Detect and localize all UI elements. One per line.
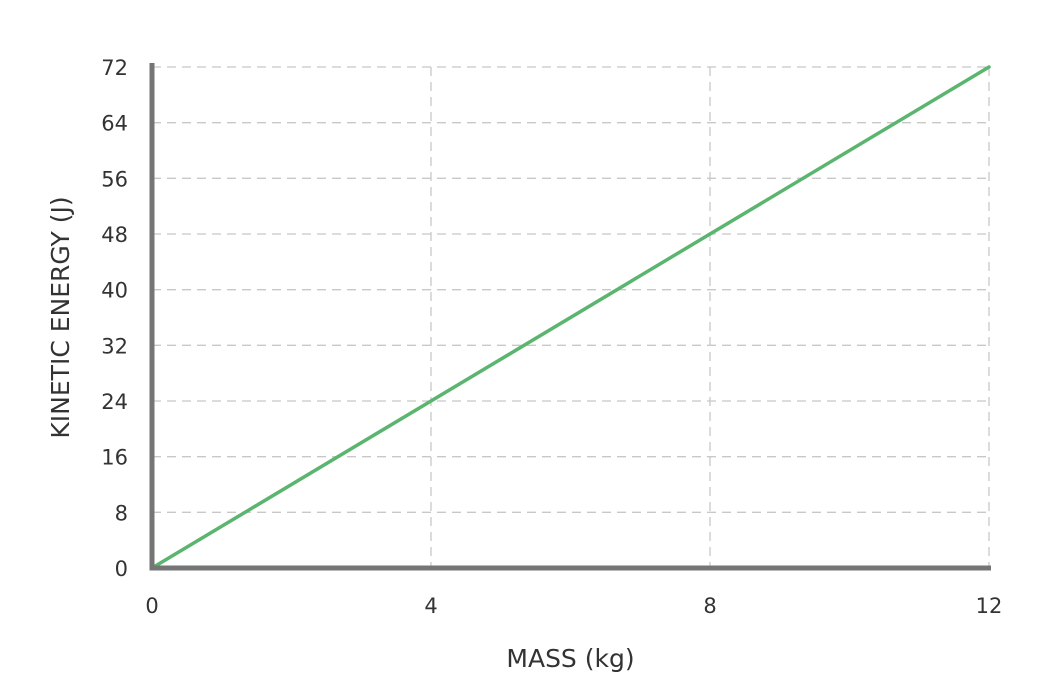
y-tick-label: 56 xyxy=(101,167,128,191)
y-tick-label: 40 xyxy=(101,279,128,303)
axis-layer xyxy=(149,63,991,571)
y-tick-label: 32 xyxy=(101,334,128,358)
y-tick-label: 64 xyxy=(101,112,128,136)
series-line xyxy=(150,65,991,570)
y-tick-label: 24 xyxy=(101,390,128,414)
x-tick-label: 0 xyxy=(145,594,158,618)
x-tick-label: 12 xyxy=(976,594,1003,618)
x-axis-title: MASS (kg) xyxy=(506,644,634,673)
x-tick-label: 4 xyxy=(424,594,437,618)
series-layer xyxy=(150,65,991,570)
x-tick-label: 8 xyxy=(703,594,716,618)
y-tick-label: 8 xyxy=(115,501,128,525)
grid-layer xyxy=(152,66,990,568)
y-tick-label: 0 xyxy=(115,557,128,581)
y-tick-label: 48 xyxy=(101,223,128,247)
y-tick-label: 72 xyxy=(101,56,128,80)
y-tick-label: 16 xyxy=(101,446,128,470)
y-axis-title: KINETIC ENERGY (J) xyxy=(46,196,75,438)
